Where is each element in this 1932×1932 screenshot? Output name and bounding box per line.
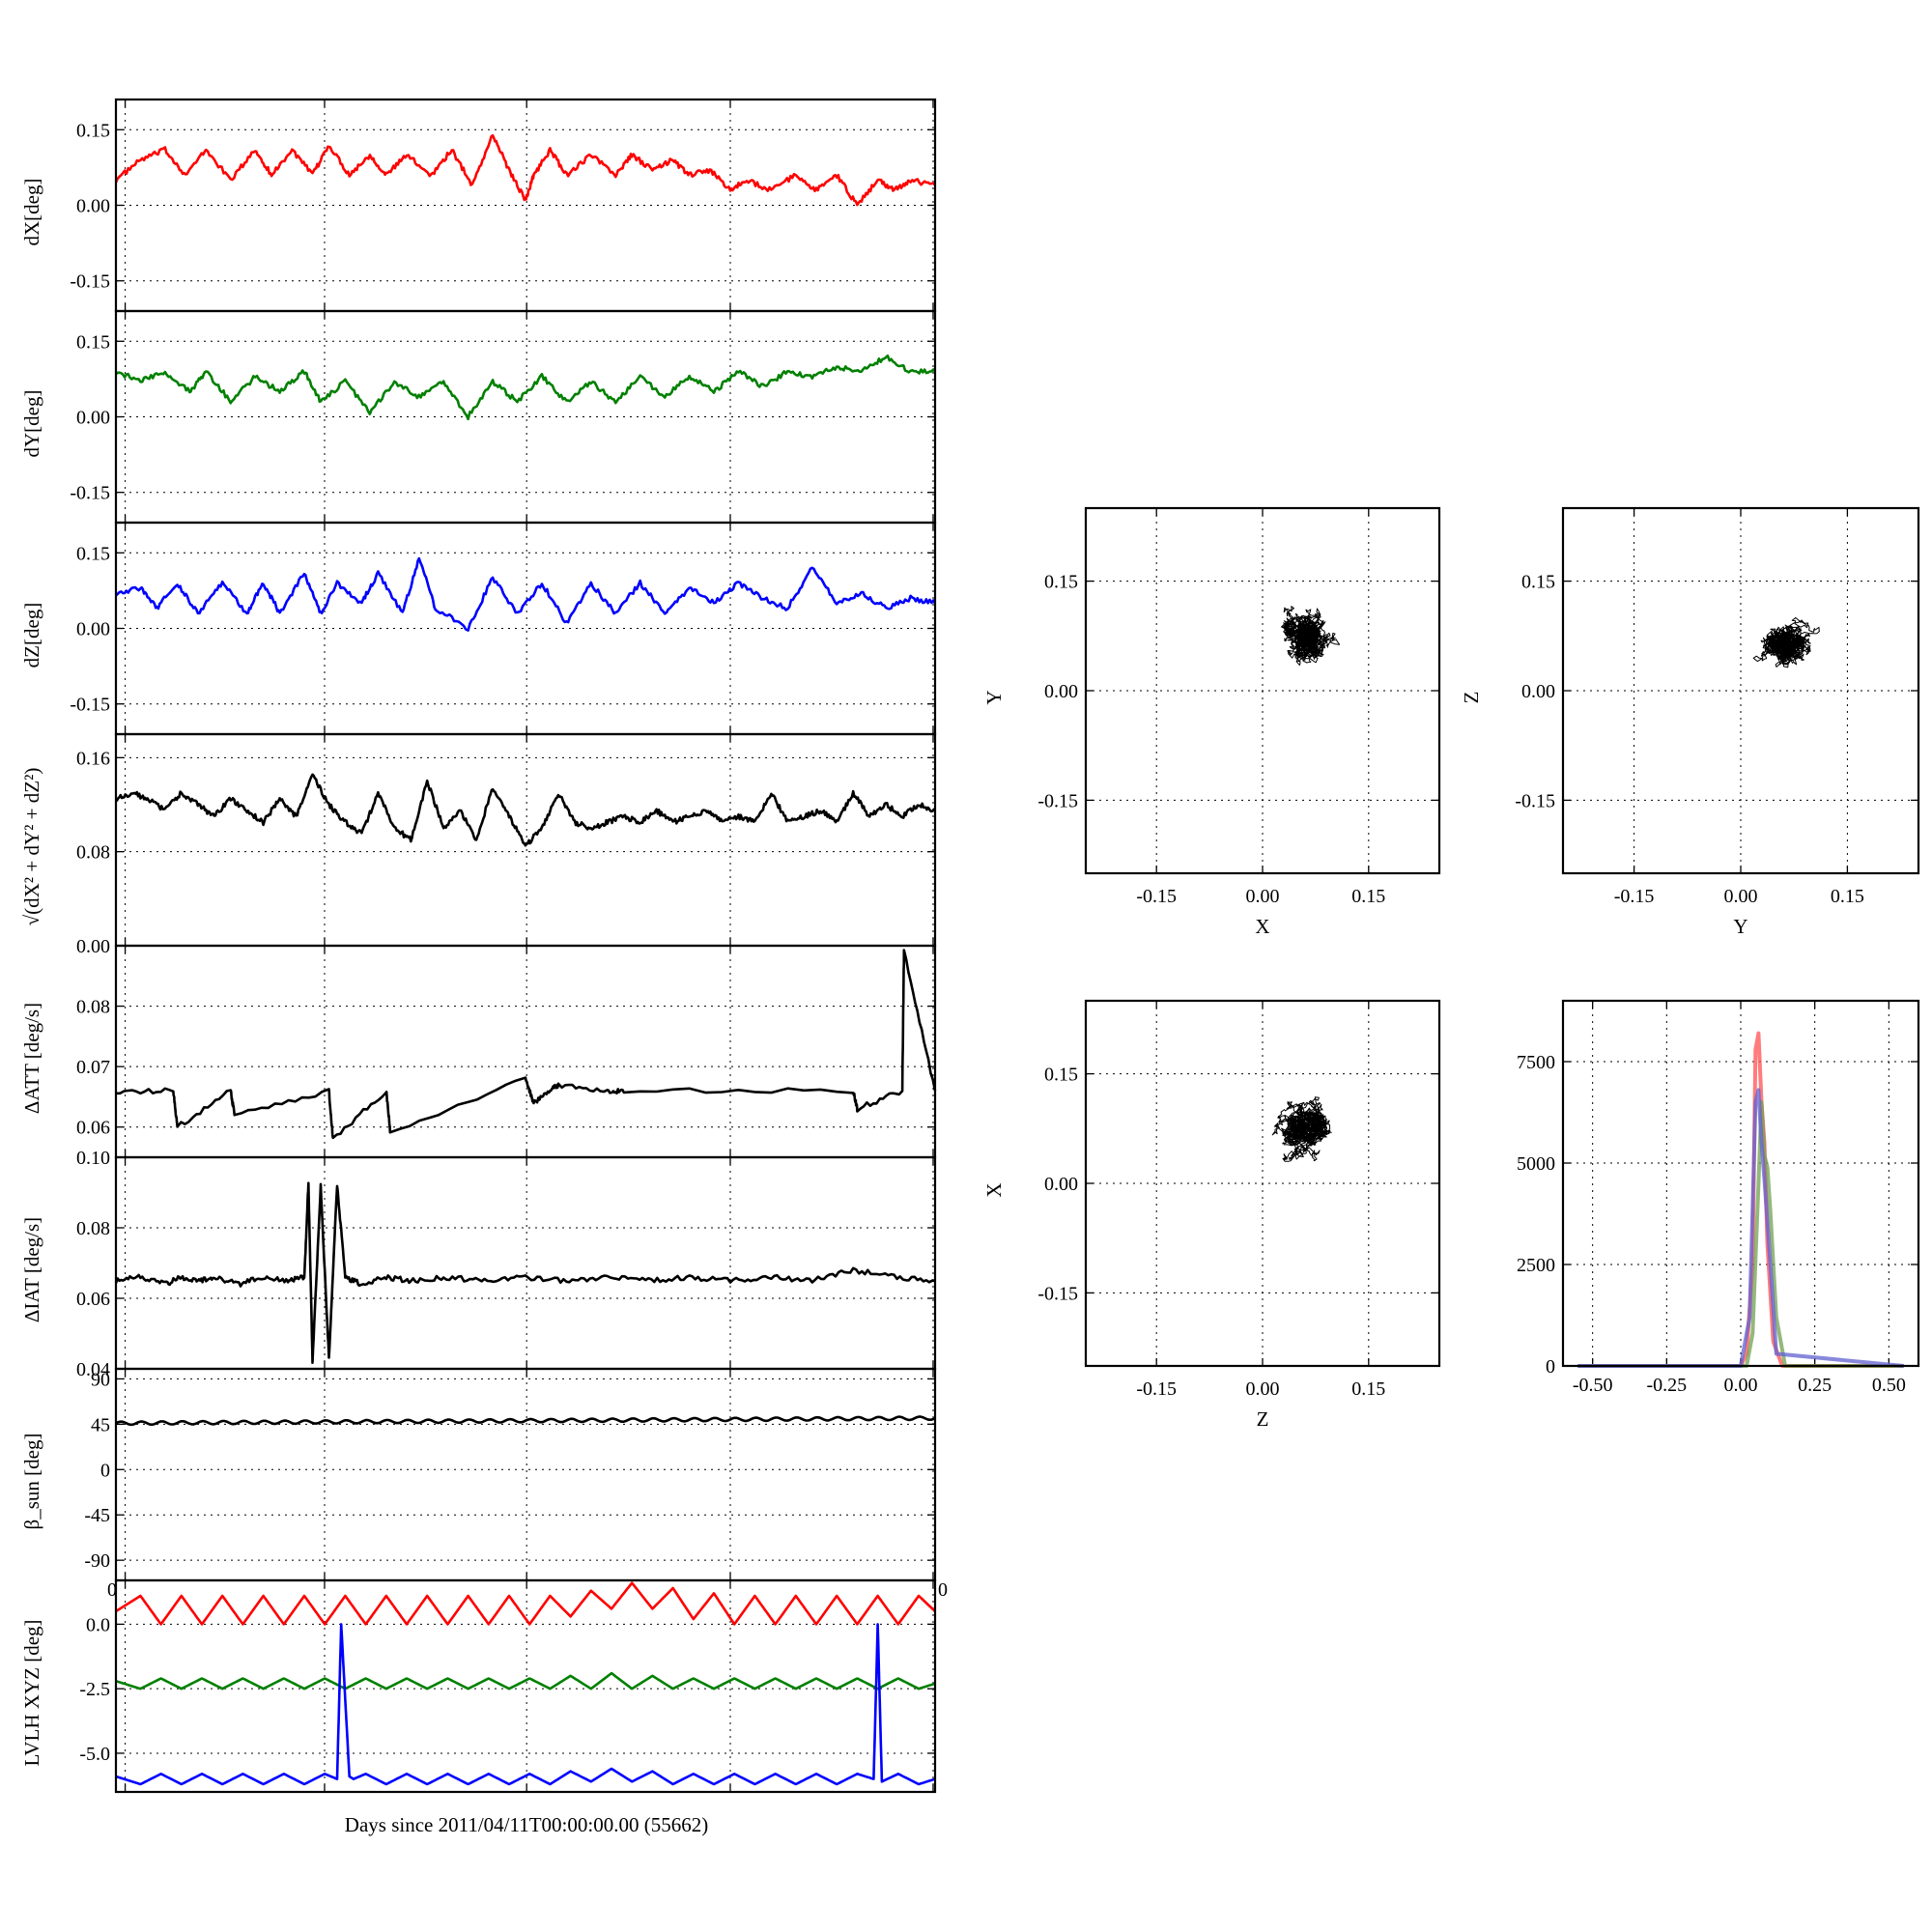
dATT-ytick-label: 0.06: [76, 1118, 110, 1139]
yz-xtick-label: 0.15: [1831, 886, 1864, 907]
zx-xtick-label: -0.15: [1136, 1378, 1177, 1400]
beta-ytick-label: 45: [91, 1414, 110, 1435]
dIAT-ylabel: ΔIAT [deg/s]: [20, 1217, 43, 1322]
yz-ytick-label: -0.15: [1515, 790, 1555, 811]
lvlh-frame: [114, 1578, 937, 1794]
beta-series-line: [115, 1415, 936, 1427]
xy-ytick-label: 0.15: [1044, 572, 1078, 593]
dY-series-line: [115, 354, 936, 421]
dX-ytick-label: -0.15: [70, 271, 110, 293]
dZ-ytick-label: 0.15: [76, 543, 110, 564]
dIAT-frame: [114, 1155, 937, 1371]
dY-ytick-label: 0.00: [76, 408, 110, 429]
yz-ytick-label: 0.00: [1521, 681, 1555, 702]
hist-ytick-label: 0: [1546, 1356, 1555, 1378]
yz-xlabel: Y: [1733, 915, 1747, 938]
dR-ytick-label: 0.16: [76, 748, 110, 769]
yz-frame: [1561, 506, 1920, 875]
dIAT-ytick-label: 0.04: [76, 1359, 110, 1380]
dATT-series-line: [116, 949, 937, 1140]
dATT-ytick-label: 0.07: [76, 1057, 110, 1078]
beta-ytick-label: -45: [84, 1505, 110, 1526]
dX-ytick-label: 0.15: [76, 120, 110, 141]
lvlh-ytick-label: -2.5: [79, 1679, 110, 1700]
hist-frame: [1561, 999, 1920, 1368]
zx-scatter-trace: [1271, 1096, 1332, 1162]
beta-ytick-label: 90: [91, 1369, 110, 1390]
hist-xtick-label: -0.50: [1573, 1375, 1613, 1396]
lvlh-series-line: [115, 1581, 936, 1626]
dZ-ytick-label: -0.15: [70, 695, 110, 716]
beta-xtick-label: 0: [107, 1579, 117, 1601]
hist-xtick-label: 0.00: [1724, 1375, 1758, 1396]
hist-series-line: [1577, 1088, 1904, 1368]
dY-ytick-label: -0.15: [70, 483, 110, 504]
zx-xtick-label: 0.15: [1351, 1378, 1385, 1400]
beta-ytick-label: -90: [84, 1550, 110, 1572]
xy-ytick-label: 0.00: [1044, 681, 1078, 702]
xy-xlabel: X: [1255, 915, 1269, 938]
dY-ytick-label: 0.15: [76, 331, 110, 353]
yz-ylabel: Z: [1460, 692, 1483, 704]
dX-ylabel: dX[deg]: [20, 179, 43, 246]
zx-frame: [1084, 999, 1441, 1368]
yz-ytick-label: 0.15: [1521, 572, 1555, 593]
figure-xlabel: Days since 2011/04/11T00:00:00.00 (55662…: [345, 1813, 708, 1836]
xy-ylabel: Y: [982, 690, 1006, 704]
dATT-ytick-label: 0.08: [76, 997, 110, 1018]
dATT-frame: [114, 944, 937, 1159]
hist-ytick-label: 7500: [1517, 1052, 1555, 1073]
beta-frame: [114, 1367, 937, 1582]
hist-xtick-label: 0.25: [1798, 1375, 1832, 1396]
dR-ytick-label: 0.08: [76, 842, 110, 864]
dIAT-series-line: [114, 1181, 936, 1364]
dZ-series-line: [115, 556, 937, 632]
xy-xtick-label: 0.00: [1246, 886, 1280, 907]
dR-ylabel: √(dX² + dY² + dZ²): [20, 768, 43, 926]
dIAT-ytick-label: 0.08: [76, 1218, 110, 1239]
dR-frame: [114, 732, 937, 948]
lvlh-series-line: [115, 1671, 936, 1690]
dIAT-ytick-label: 0.10: [76, 1148, 110, 1169]
lvlh-series-line: [115, 1623, 936, 1786]
beta-ytick-label: 0: [100, 1460, 110, 1481]
zx-xtick-label: 0.00: [1246, 1378, 1280, 1400]
panels: 0.150.00-0.15dX[deg]0.150.00-0.15dY[deg]…: [20, 98, 1920, 1794]
dX-series-line: [114, 134, 936, 207]
dZ-ylabel: dZ[deg]: [20, 603, 43, 668]
hist-ytick-label: 2500: [1517, 1255, 1555, 1276]
dY-ylabel: dY[deg]: [20, 390, 43, 458]
xy-xtick-label: -0.15: [1136, 886, 1177, 907]
zx-xlabel: Z: [1257, 1407, 1269, 1431]
yz-xtick-label: -0.15: [1614, 886, 1655, 907]
dR-series-line: [115, 773, 936, 847]
beta-ylabel: β_sun [deg]: [20, 1434, 43, 1530]
xy-ytick-label: -0.15: [1037, 790, 1078, 811]
dR-ytick-label: 0.00: [76, 936, 110, 957]
dZ-ytick-label: 0.00: [76, 619, 110, 640]
dATT-ylabel: ΔATT [deg/s]: [20, 1003, 43, 1114]
lvlh-ylabel: LVLH XYZ [deg]: [20, 1619, 43, 1766]
yz-xtick-label: 0.00: [1724, 886, 1758, 907]
zx-ytick-label: -0.15: [1037, 1283, 1078, 1304]
xy-scatter-trace: [1281, 606, 1341, 667]
xy-xtick-label: 0.15: [1351, 886, 1385, 907]
dIAT-ytick-label: 0.06: [76, 1289, 110, 1310]
zx-ytick-label: 0.00: [1044, 1174, 1078, 1195]
hist-xtick-label: -0.25: [1646, 1375, 1687, 1396]
hist-xtick-label: 0.50: [1872, 1375, 1906, 1396]
zx-ylabel: X: [982, 1182, 1006, 1197]
beta-xtick-label: 0: [938, 1579, 948, 1601]
lvlh-ytick-label: -5.0: [79, 1744, 110, 1765]
lvlh-ytick-label: 0.0: [86, 1614, 110, 1635]
yz-scatter-trace: [1752, 617, 1820, 668]
xy-frame: [1084, 506, 1441, 875]
dX-ytick-label: 0.00: [76, 196, 110, 217]
zx-ytick-label: 0.15: [1044, 1065, 1078, 1086]
hist-ytick-label: 5000: [1517, 1153, 1555, 1175]
